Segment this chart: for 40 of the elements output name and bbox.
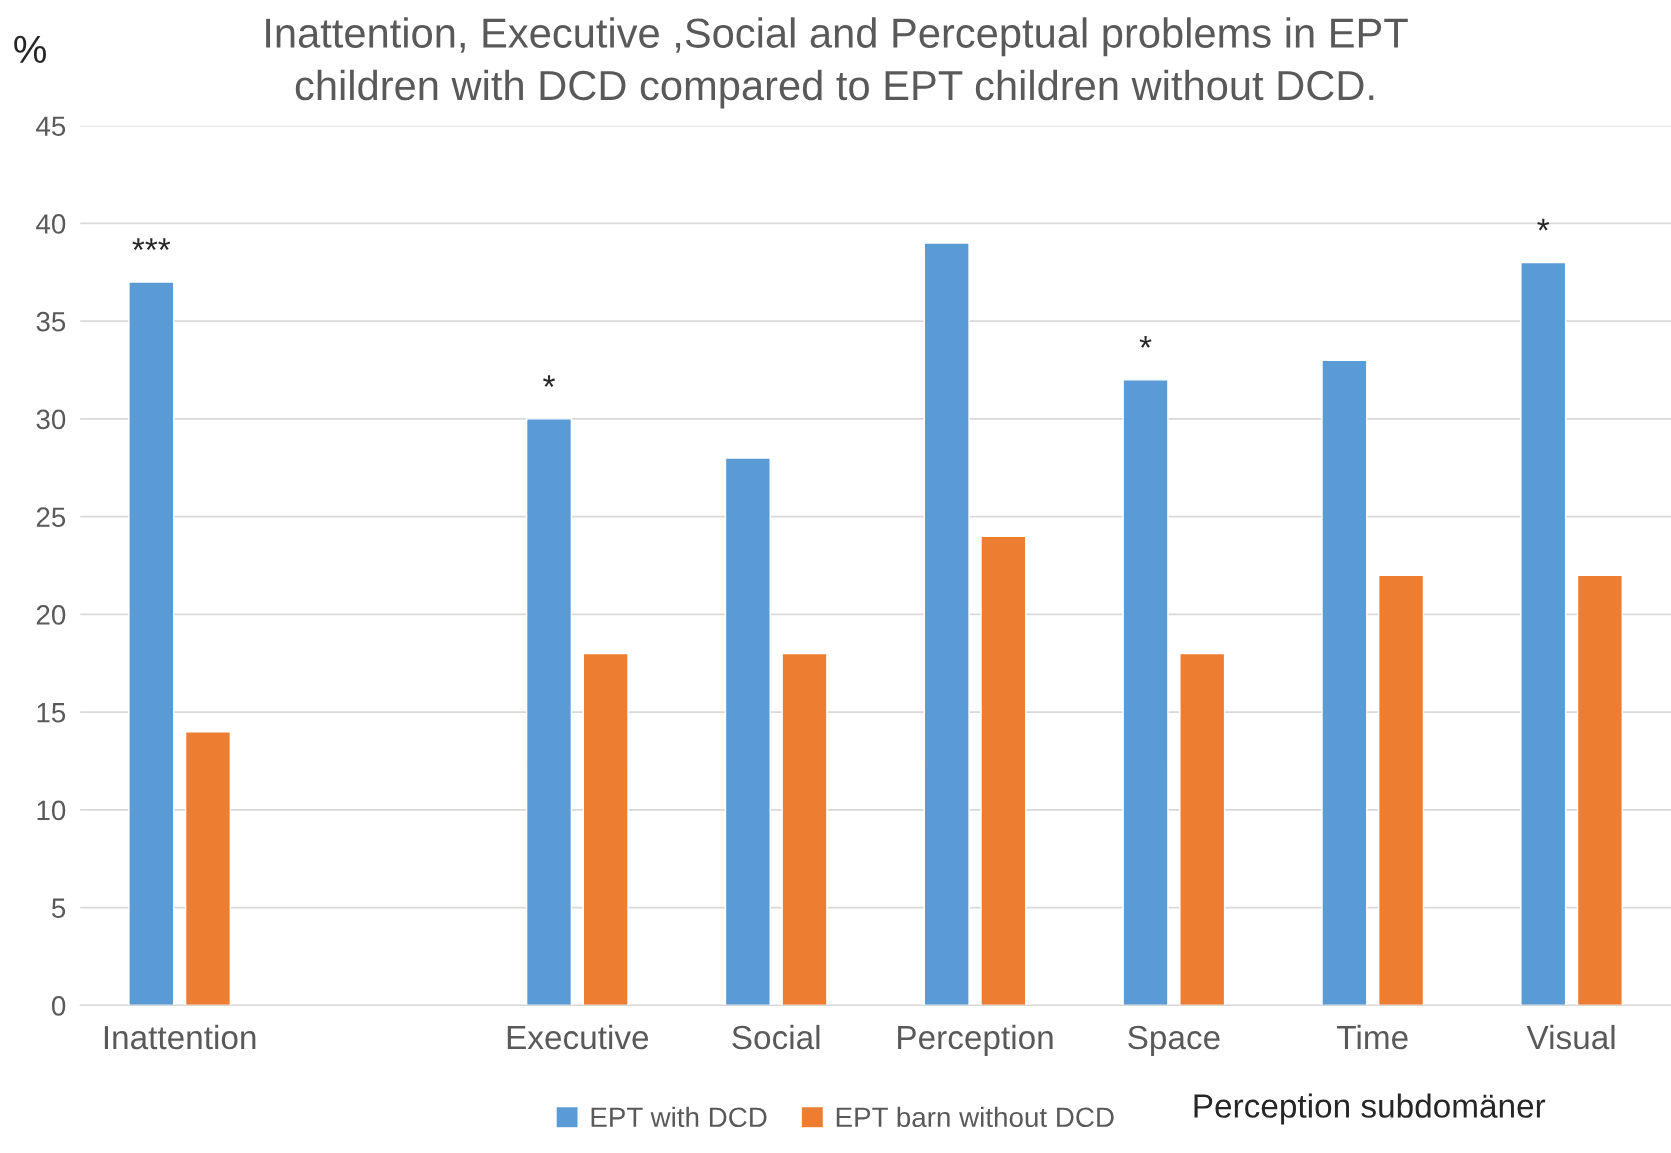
- bar: [1576, 574, 1623, 1006]
- chart-title: Inattention, Executive ,Social and Perceptual problems in EPT children with DCD compared to EPT children without DCD.: [266, 17, 1408, 109]
- y-tick-label: 25: [36, 507, 66, 528]
- data-label: *: [543, 375, 555, 387]
- y-tick-label: 35: [36, 311, 66, 332]
- legend-label: EPT barn without DCD: [836, 1106, 1114, 1128]
- x-tick-label: Time: [1337, 1024, 1408, 1050]
- bar: [724, 457, 771, 1006]
- x-tick-label: Space: [1128, 1025, 1220, 1056]
- data-label: *: [1139, 336, 1152, 348]
- bar: [980, 535, 1027, 1006]
- bar: [923, 242, 970, 1006]
- x-tick-label: Executive: [507, 1024, 649, 1050]
- bar: [525, 418, 573, 1006]
- bar: [128, 281, 175, 1006]
- data-label: *: [1537, 218, 1550, 231]
- x-axis-title: Perception subdomäner: [1194, 1093, 1546, 1125]
- x-tick-label: Visual: [1526, 1024, 1615, 1050]
- legend-label: EPT with DCD: [591, 1106, 767, 1128]
- y-tick-label: 5: [51, 898, 66, 919]
- bar: [1122, 379, 1169, 1006]
- y-tick-label: 15: [37, 703, 66, 723]
- y-tick-label: 10: [37, 800, 66, 821]
- x-tick-label: Social: [732, 1024, 820, 1050]
- bar: [1377, 574, 1425, 1006]
- y-tick-label: 40: [36, 214, 66, 234]
- data-label: ***: [132, 238, 171, 251]
- bar: [1520, 261, 1567, 1006]
- y-tick-label: 0: [51, 996, 66, 1016]
- bar: [1321, 359, 1368, 1006]
- bar: [781, 652, 828, 1006]
- y-tick-label: 20: [36, 605, 66, 625]
- x-tick-label: Perception: [898, 1024, 1053, 1056]
- bar: [184, 731, 232, 1006]
- x-tick-label: Inattention: [104, 1024, 256, 1050]
- y-tick-label: 45: [36, 116, 66, 137]
- y-tick-label: 30: [36, 409, 66, 430]
- y-axis-title: %: [14, 35, 46, 63]
- bar: [582, 652, 629, 1006]
- bar: [1179, 652, 1226, 1006]
